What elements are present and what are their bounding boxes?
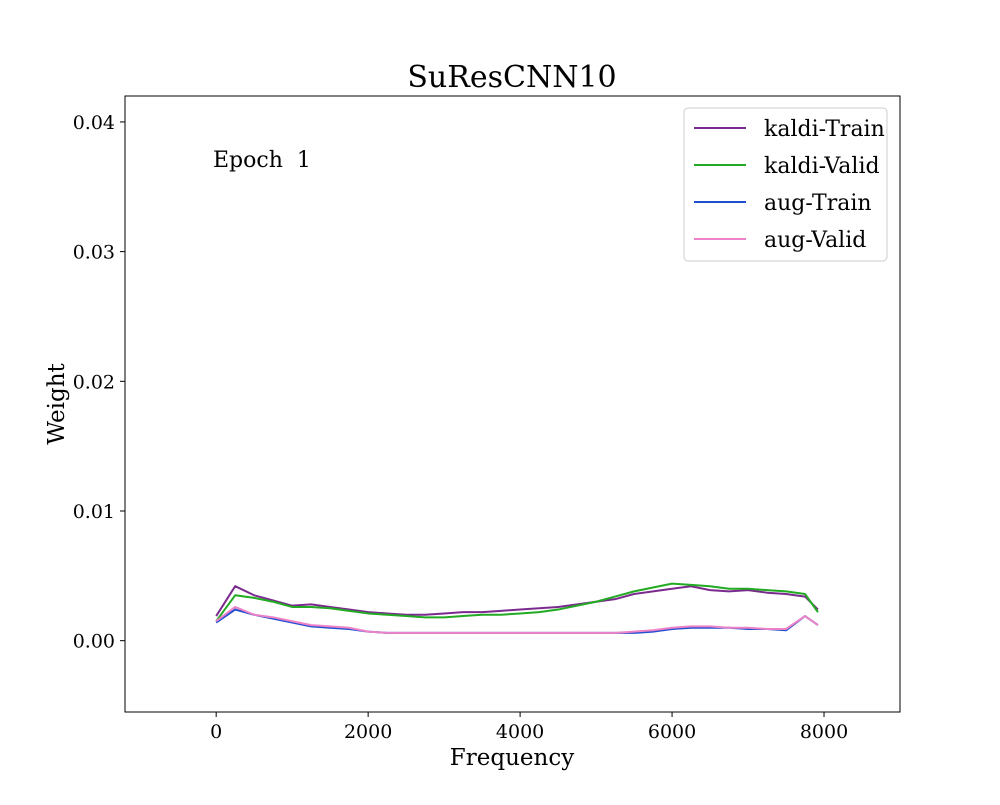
legend-label-kaldi-train: kaldi-Train: [764, 117, 885, 142]
y-tick-label: 0.03: [73, 242, 115, 264]
x-axis: 0 2000 4000 6000 8000: [210, 712, 848, 743]
legend: kaldi-Train kaldi-Valid aug-Train aug-Valid: [683, 107, 888, 262]
legend-label-aug-train: aug-Train: [764, 191, 872, 216]
x-tick-label: 0: [210, 721, 222, 743]
legend-label-aug-valid: aug-Valid: [764, 228, 866, 253]
plot-area: [215, 582, 819, 634]
epoch-annotation: Epoch 1: [213, 148, 311, 173]
x-tick-label: 6000: [648, 721, 696, 743]
y-tick-label: 0.04: [73, 112, 115, 134]
y-axis-label: Weight: [44, 362, 70, 444]
y-tick-label: 0.02: [73, 371, 115, 393]
legend-label-kaldi-valid: kaldi-Valid: [764, 154, 880, 179]
series-line-aug-valid: [215, 605, 819, 634]
x-tick-label: 4000: [496, 721, 544, 743]
y-tick-label: 0.00: [73, 631, 115, 653]
x-axis-label: Frequency: [450, 745, 574, 771]
plot-frame: [124, 95, 901, 713]
legend-box: [683, 107, 888, 262]
series-line-kaldi-valid: [215, 582, 819, 622]
x-tick-label: 8000: [800, 721, 848, 743]
y-axis: 0.00 0.01 0.02 0.03 0.04: [73, 112, 125, 653]
chart-title: SuResCNN10: [407, 60, 616, 95]
y-tick-label: 0.01: [73, 501, 115, 523]
series-line-kaldi-train: [215, 585, 819, 617]
x-tick-label: 2000: [344, 721, 392, 743]
